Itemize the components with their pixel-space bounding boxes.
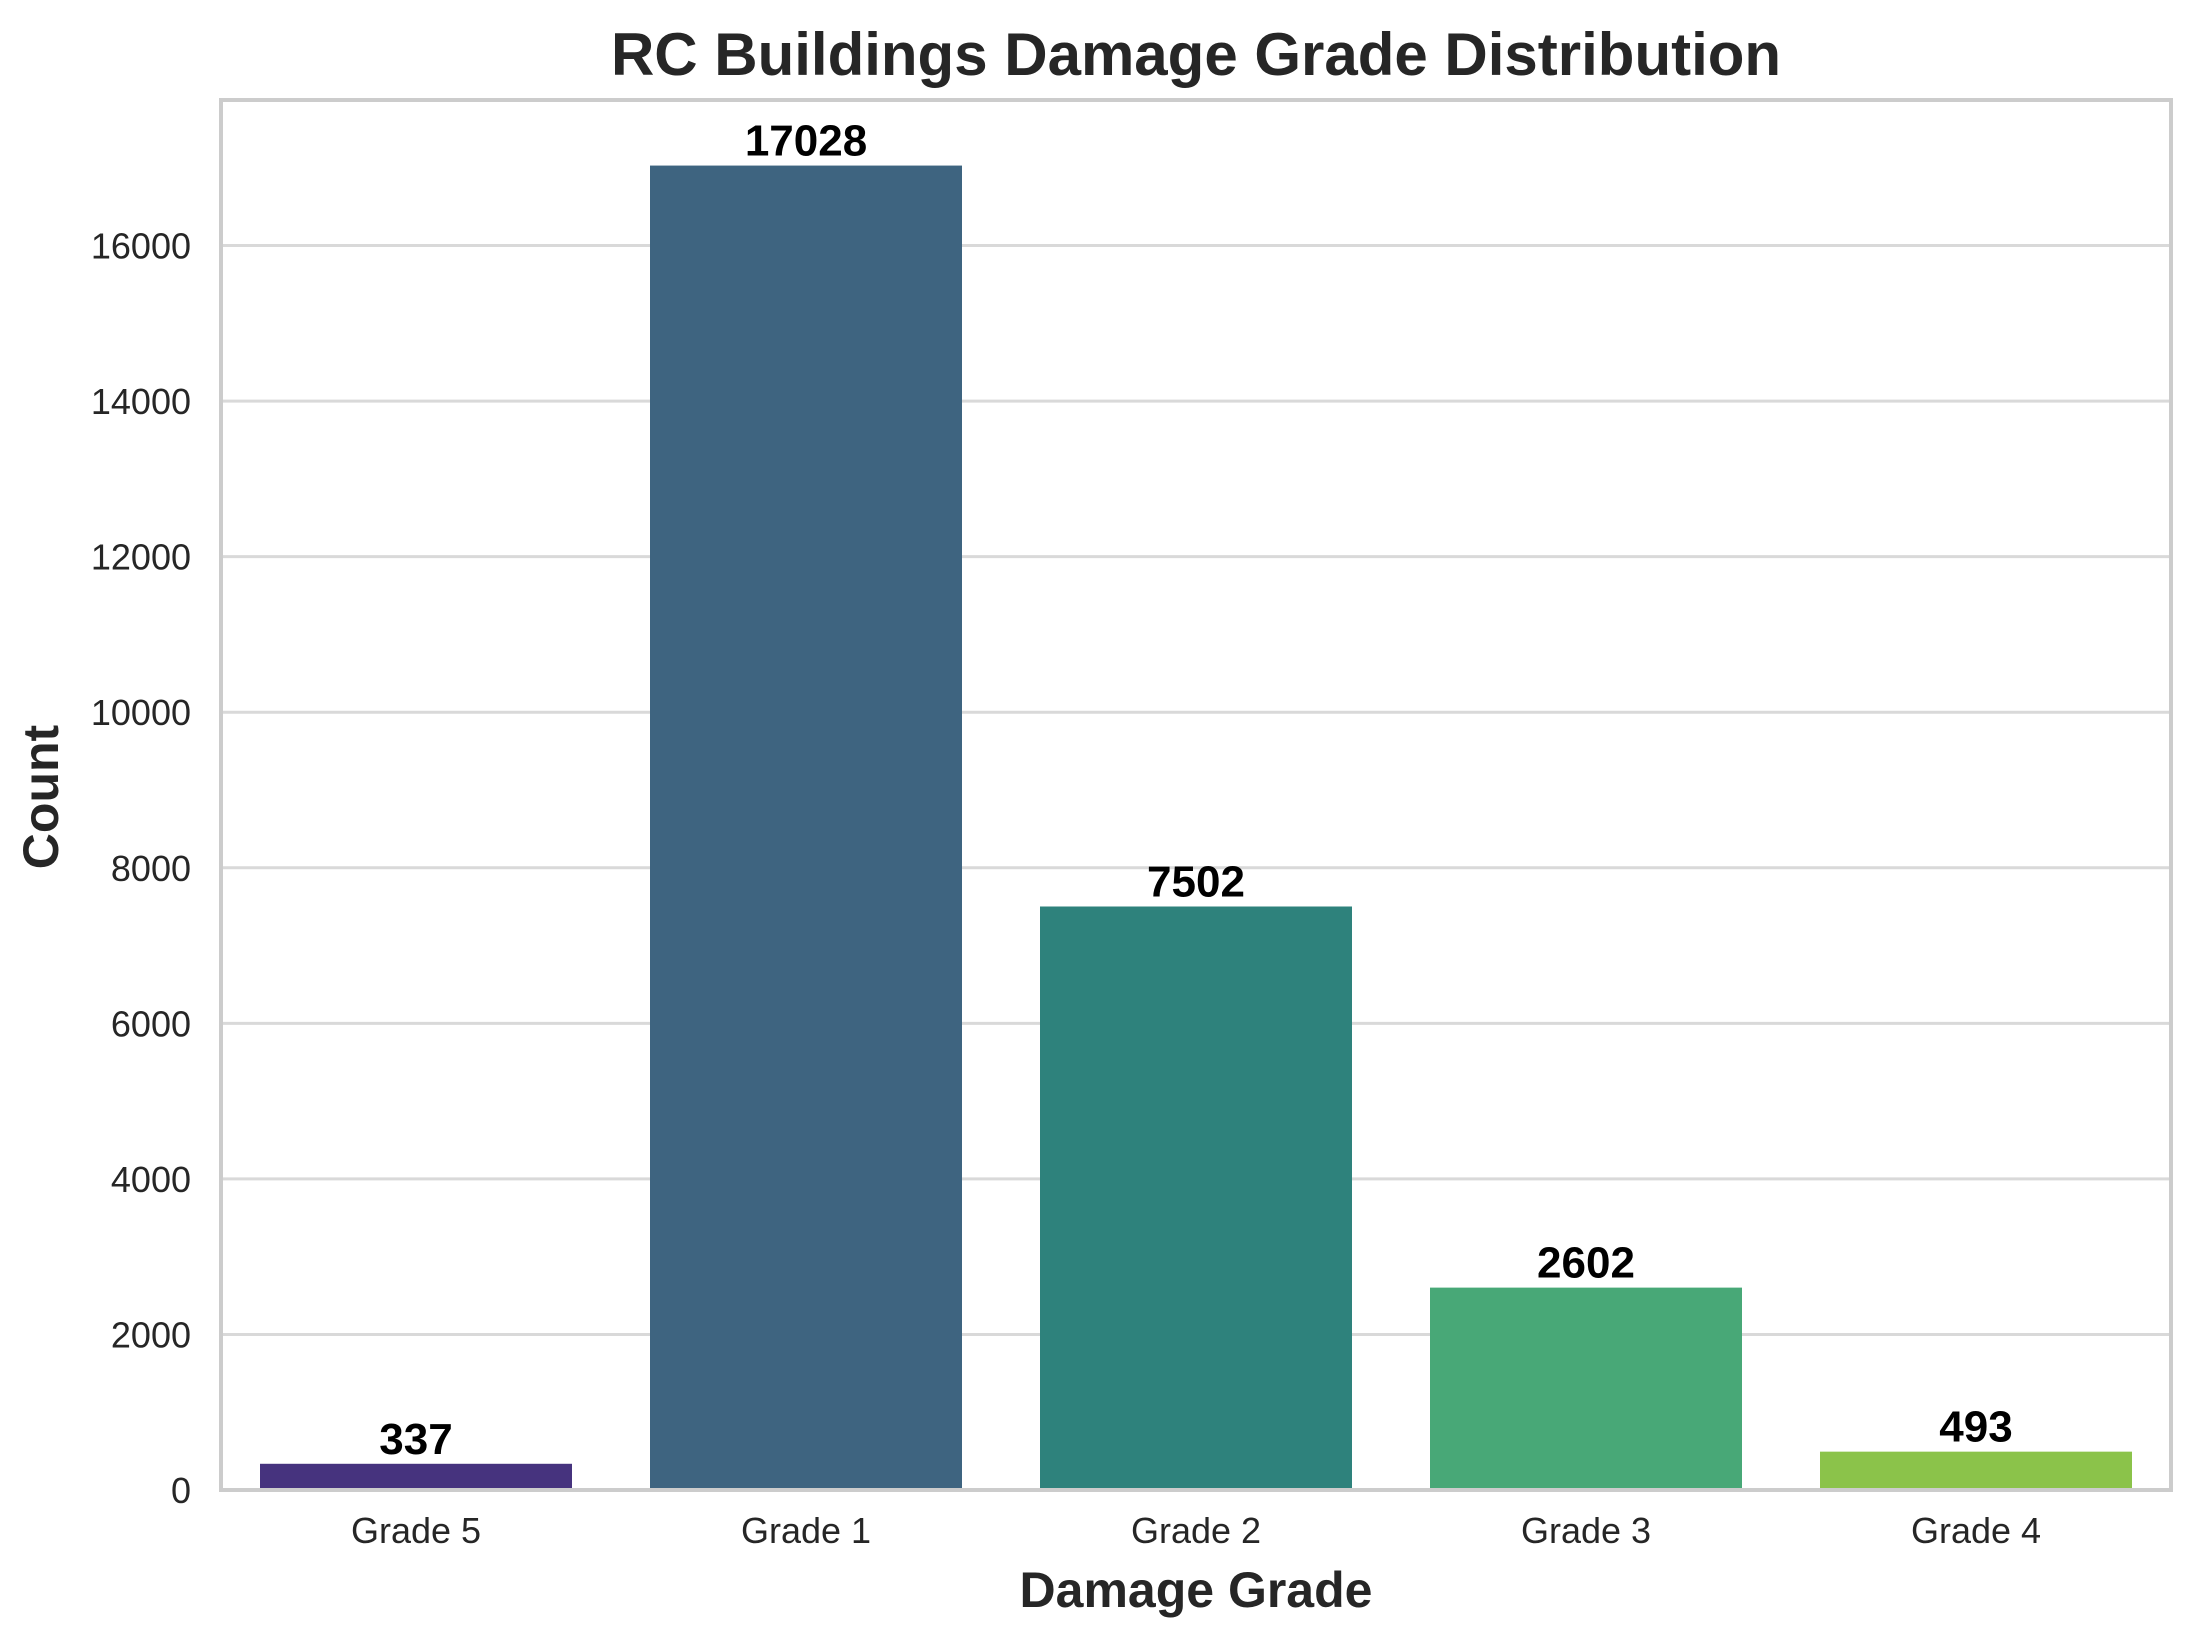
y-tick-label: 10000 [91,692,191,733]
bars [260,165,2132,1490]
bar-value-label: 493 [1939,1403,2012,1452]
bar-value-label: 2602 [1537,1239,1635,1288]
x-tick-label: Grade 2 [1131,1510,1261,1551]
y-tick-label: 2000 [111,1314,191,1355]
bar [650,165,962,1490]
y-tick-label: 14000 [91,381,191,422]
x-tick-label: Grade 1 [741,1510,871,1551]
x-tick-label: Grade 5 [351,1510,481,1551]
y-tick-label: 6000 [111,1003,191,1044]
y-tick-label: 12000 [91,537,191,578]
chart-title: RC Buildings Damage Grade Distribution [611,21,1781,88]
plot-frame [219,98,2173,1492]
bar [1820,1451,2132,1490]
bar-value-labels: 337 17028 7502 2602 493 [379,117,2012,1464]
y-tick-label: 16000 [91,226,191,267]
x-tick-label: Grade 3 [1521,1510,1651,1551]
bar [1430,1287,1742,1490]
bar-value-label: 337 [379,1415,452,1464]
y-tick-labels: 0 2000 4000 6000 8000 10000 12000 14000 16000 [91,226,191,1511]
bar [260,1463,572,1490]
y-tick-label: 4000 [111,1159,191,1200]
bar [1040,906,1352,1490]
bar-value-label: 7502 [1147,857,1245,906]
y-tick-label: 0 [171,1470,191,1511]
x-tick-labels: Grade 5 Grade 1 Grade 2 Grade 3 Grade 4 [351,1510,2041,1551]
bar-value-label: 17028 [745,117,867,166]
x-tick-label: Grade 4 [1911,1510,2041,1551]
x-axis-label: Damage Grade [1020,1562,1373,1618]
y-axis-label: Count [13,724,69,869]
y-tick-label: 8000 [111,848,191,889]
